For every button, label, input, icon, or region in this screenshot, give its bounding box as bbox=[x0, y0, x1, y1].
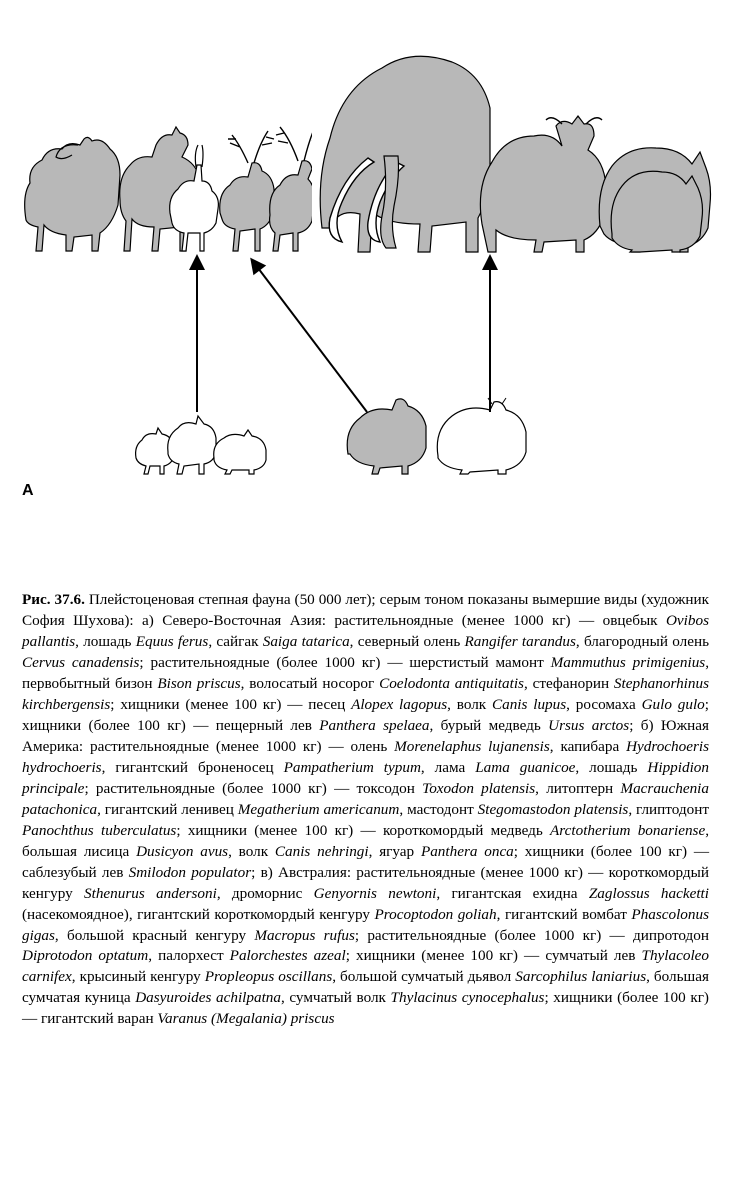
arrows-svg bbox=[22, 20, 709, 500]
panel-label-a: А bbox=[22, 482, 34, 500]
figure-panel-a: А bbox=[22, 20, 709, 500]
figure-caption: Рис. 37.6. Плейстоценовая степная фауна … bbox=[22, 590, 709, 1030]
figure-caption-body: Плейстоценовая степная фауна (50 000 лет… bbox=[22, 591, 709, 1027]
figure-caption-label: Рис. 37.6. bbox=[22, 591, 85, 608]
